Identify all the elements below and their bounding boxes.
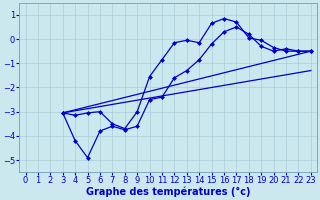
- X-axis label: Graphe des températures (°c): Graphe des températures (°c): [86, 187, 251, 197]
